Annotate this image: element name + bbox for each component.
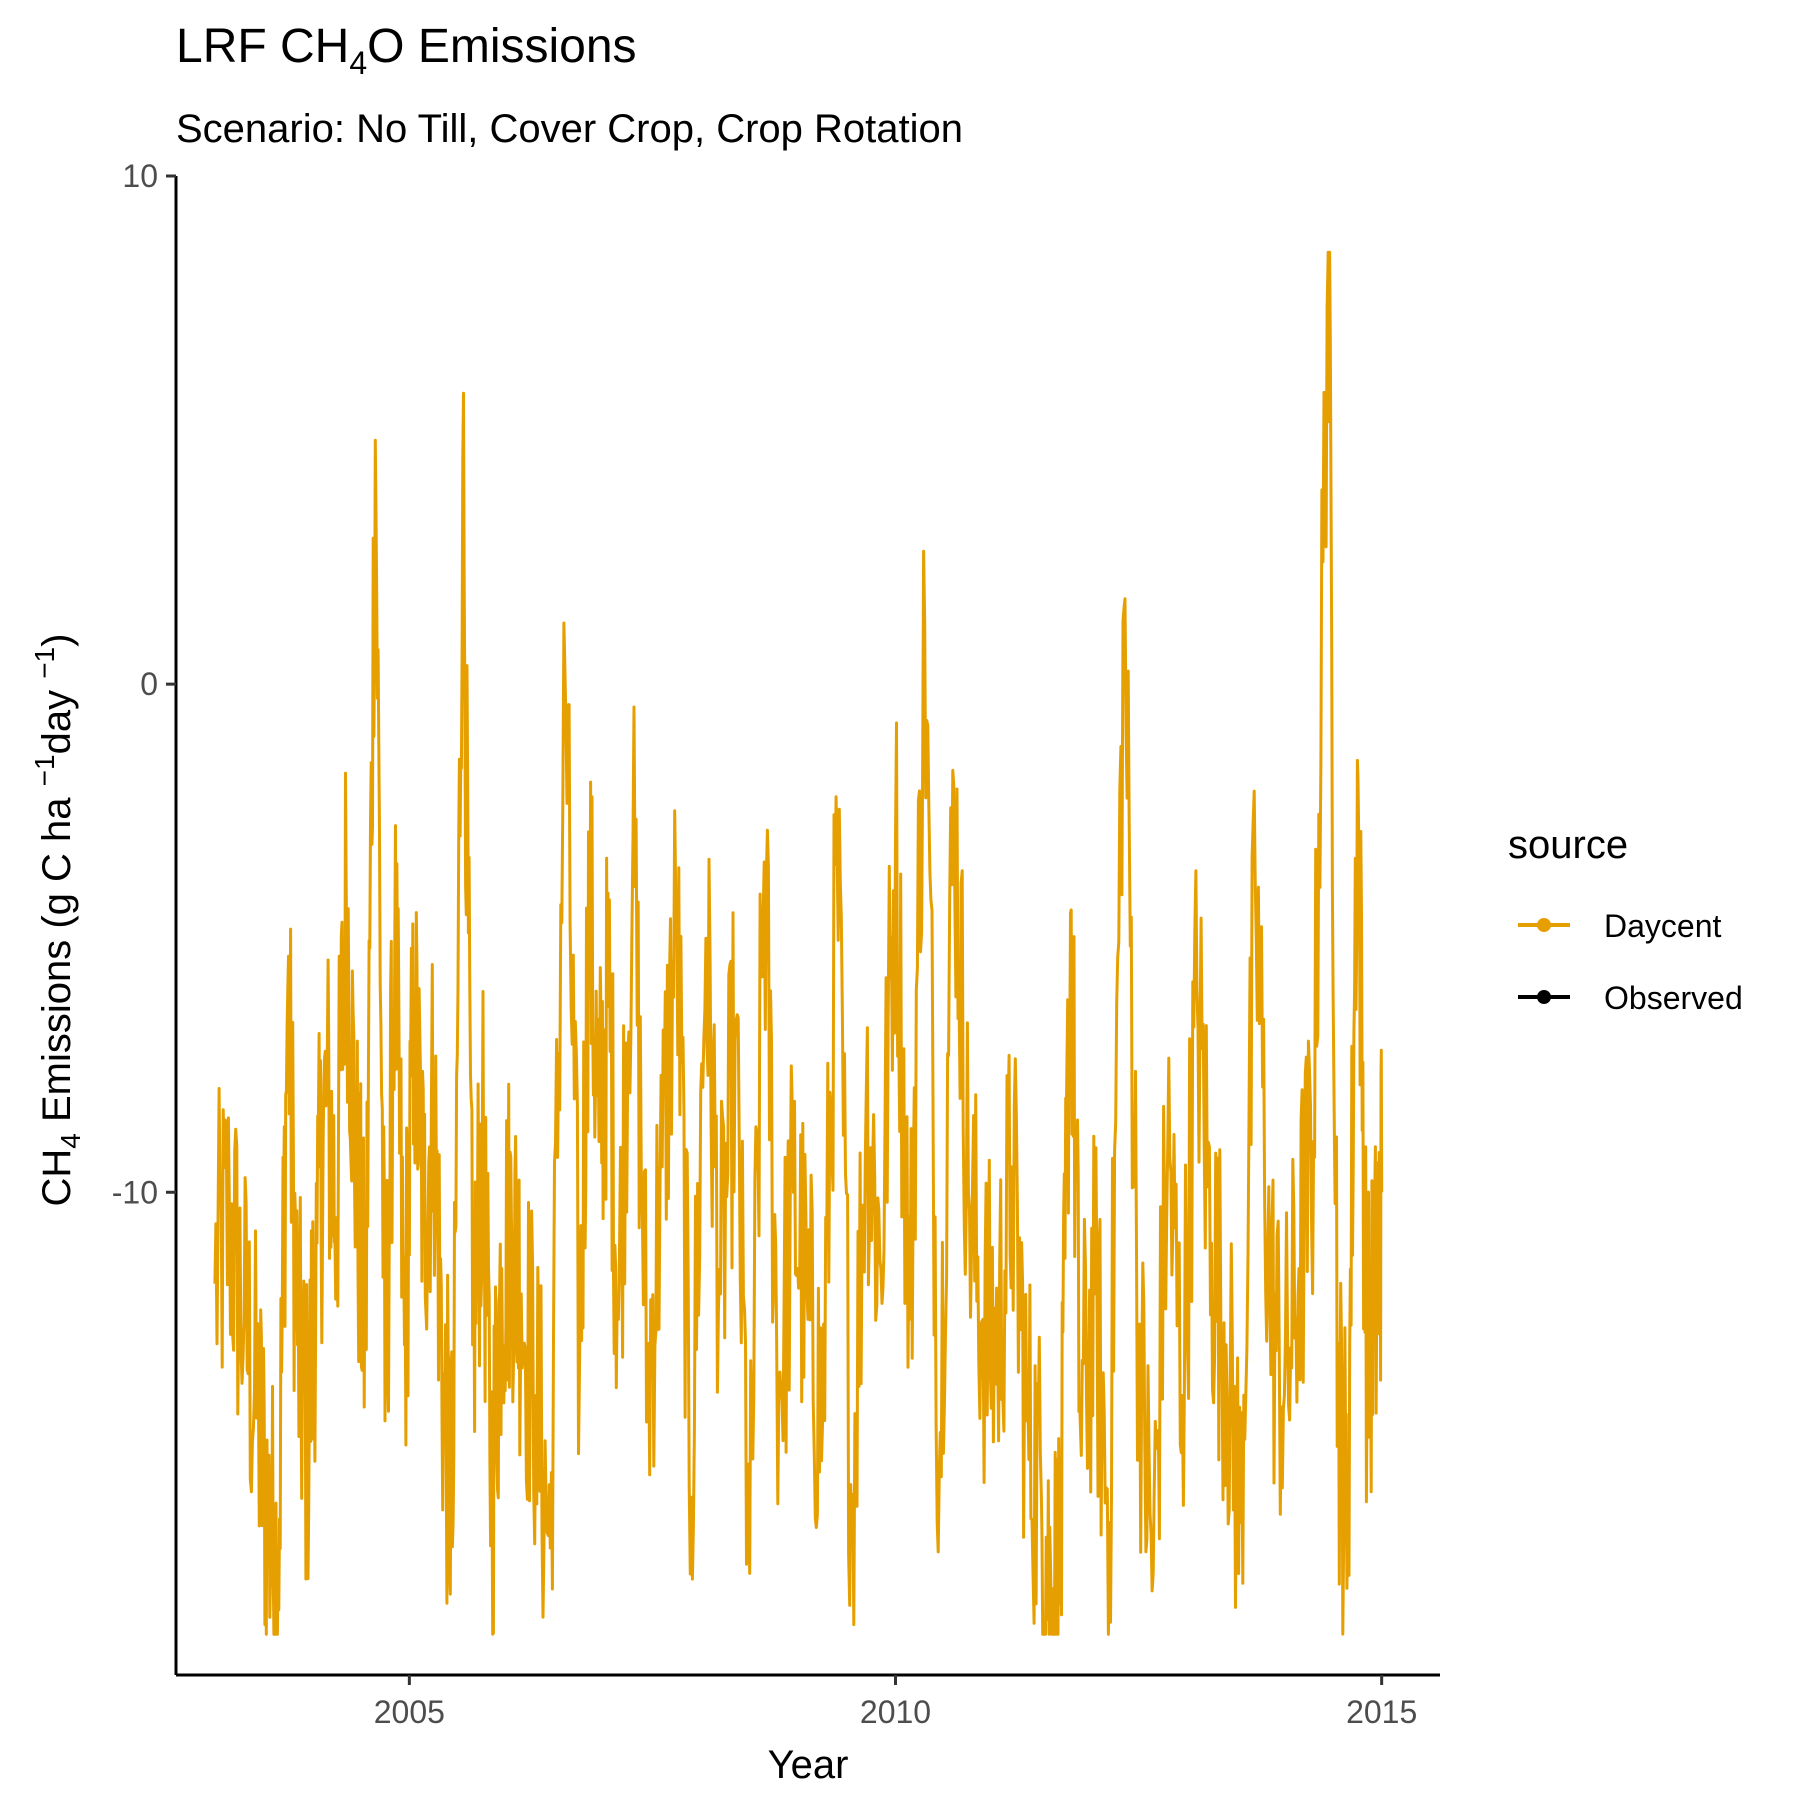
x-axis-title: Year — [768, 1743, 849, 1787]
legend-item-daycent: Daycent — [1518, 908, 1722, 944]
legend-key-point-daycent — [1537, 918, 1551, 932]
y-axis-title: CH4 Emissions (g C ha −1day −1) — [29, 634, 86, 1207]
y-tick-label: -10 — [112, 1174, 158, 1210]
series-line-daycent — [213, 250, 1384, 1636]
legend-label-observed: Observed — [1604, 980, 1743, 1016]
x-ticks: 2005 2010 2015 — [374, 1675, 1417, 1730]
chart-title: LRF CH4O Emissions — [176, 20, 637, 81]
legend-label-daycent: Daycent — [1604, 908, 1722, 944]
x-tick-label: 2015 — [1346, 1694, 1417, 1730]
chart-subtitle: Scenario: No Till, Cover Crop, Crop Rota… — [176, 107, 963, 151]
legend-item-observed: Observed — [1518, 980, 1743, 1016]
x-tick-label: 2010 — [860, 1694, 931, 1730]
y-tick-label: 10 — [122, 158, 158, 194]
legend: source Daycent Observed — [1508, 823, 1743, 1016]
y-tick-label: 0 — [140, 666, 158, 702]
x-tick-label: 2005 — [374, 1694, 445, 1730]
legend-key-point-observed — [1537, 990, 1551, 1004]
legend-title: source — [1508, 823, 1628, 867]
series-layer — [213, 250, 1384, 1636]
y-ticks: -10 0 10 — [112, 158, 176, 1210]
axes — [174, 176, 1440, 1677]
